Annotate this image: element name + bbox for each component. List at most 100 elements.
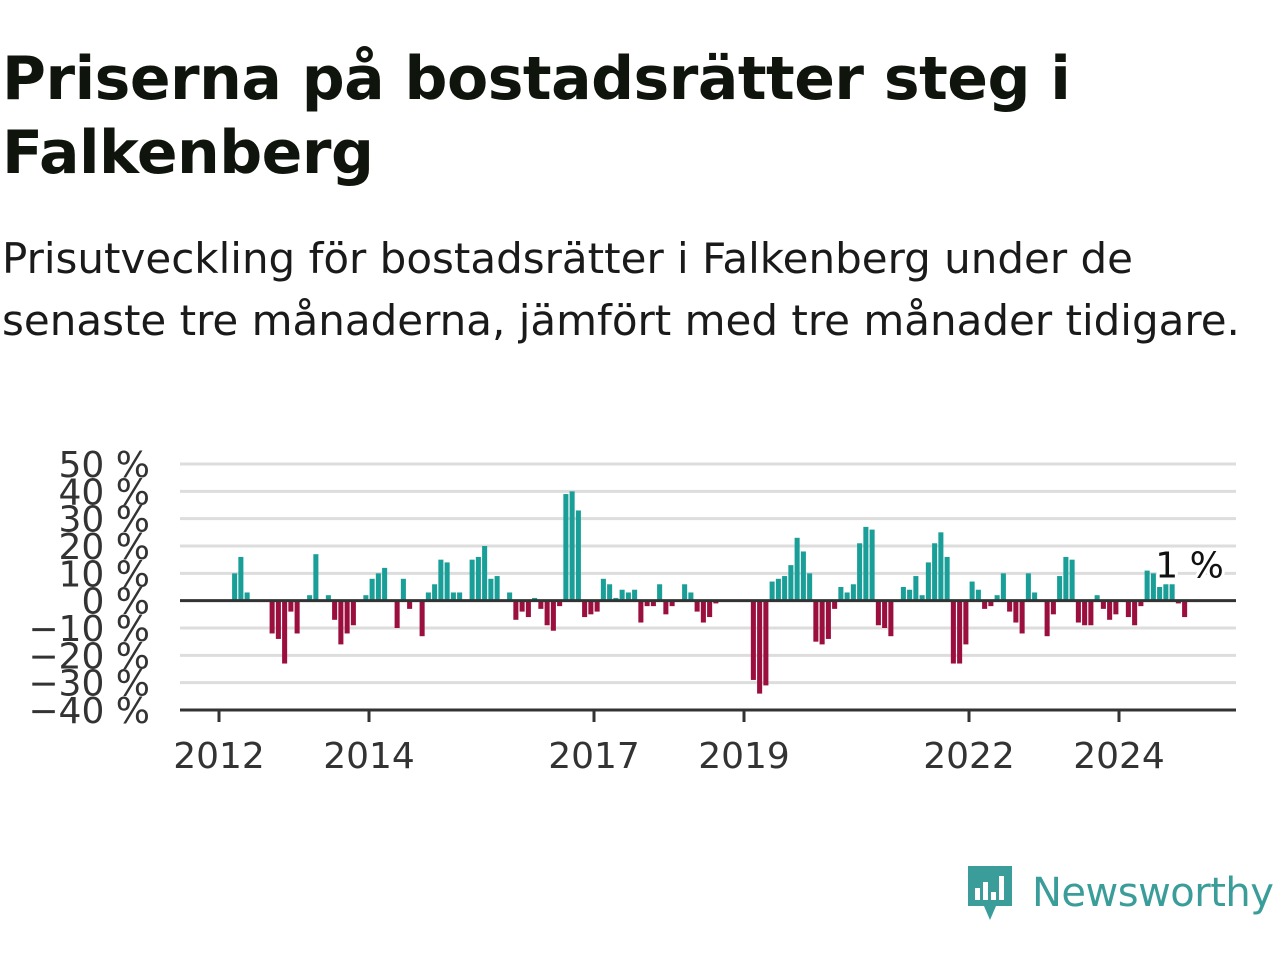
- bar: [594, 600, 600, 612]
- bar: [832, 600, 838, 609]
- bar: [669, 600, 675, 607]
- bar: [1113, 600, 1119, 615]
- bar: [494, 576, 500, 601]
- bar: [438, 559, 444, 601]
- bar: [600, 578, 606, 601]
- bar: [575, 510, 581, 601]
- bar: [538, 600, 544, 609]
- bar: [1094, 595, 1100, 601]
- y-tick-label: −20 %: [28, 636, 150, 677]
- bar: [875, 600, 881, 626]
- bar: [1032, 592, 1038, 601]
- bar: [1132, 600, 1138, 626]
- bar: [838, 587, 844, 601]
- bar: [900, 587, 906, 601]
- bar: [950, 600, 956, 664]
- bar: [763, 600, 769, 686]
- bar: [1138, 600, 1144, 607]
- bar: [657, 584, 663, 601]
- bar: [819, 600, 825, 645]
- bar: [1144, 570, 1150, 601]
- bar: [607, 584, 613, 601]
- newsworthy-logo-icon: [968, 866, 1012, 920]
- bar: [400, 578, 406, 601]
- axes: [180, 599, 1236, 712]
- bar: [1157, 587, 1163, 601]
- bar: [707, 600, 713, 618]
- bar: [1019, 600, 1025, 634]
- bar: [475, 556, 481, 601]
- x-tick-label: 2022: [923, 736, 1015, 777]
- bar: [963, 600, 969, 645]
- bar: [932, 543, 938, 601]
- bar: [1100, 600, 1106, 609]
- y-tick-label: −10 %: [28, 609, 150, 650]
- bar: [407, 600, 413, 609]
- bar: [457, 592, 463, 601]
- bar: [382, 567, 388, 601]
- bar: [688, 592, 694, 601]
- bar: [650, 600, 656, 607]
- bar: [869, 529, 875, 601]
- bar: [919, 595, 925, 601]
- bar: [313, 554, 319, 601]
- grid-lines: [180, 462, 1236, 712]
- page-subtitle: Prisutveckling för bostadsrätter i Falke…: [2, 234, 1240, 345]
- bar: [800, 551, 806, 601]
- bar: [325, 595, 331, 601]
- bar: [807, 573, 813, 601]
- bar: [338, 600, 344, 645]
- x-axis-ticks: 2012 2014 2017 2019 2022 2024: [173, 710, 1165, 777]
- bar: [700, 600, 706, 623]
- bar: [1082, 600, 1088, 626]
- bar: [419, 600, 425, 637]
- bar: [1013, 600, 1019, 623]
- bar: [857, 543, 863, 601]
- bar: [288, 600, 294, 612]
- bar: [444, 562, 450, 601]
- bar: [1182, 600, 1188, 618]
- bar: [307, 595, 313, 601]
- bar: [344, 600, 350, 634]
- x-tick-label: 2012: [173, 736, 265, 777]
- x-tick-label: 2019: [698, 736, 790, 777]
- bar: [525, 600, 531, 618]
- bar: [238, 556, 244, 601]
- bar: [432, 584, 438, 601]
- bar: [619, 589, 625, 601]
- bar: [425, 592, 431, 601]
- bar: [644, 600, 650, 607]
- bar: [969, 581, 975, 601]
- bar: [588, 600, 594, 615]
- bar: [1050, 600, 1056, 615]
- bar: [757, 600, 763, 694]
- y-tick-label: 30 %: [59, 500, 150, 541]
- bar: [994, 595, 1000, 601]
- bar: [569, 491, 575, 601]
- bar: [769, 581, 775, 601]
- x-tick-label: 2014: [323, 736, 415, 777]
- bar: [888, 600, 894, 637]
- bar: [1088, 600, 1094, 626]
- bar: [975, 589, 981, 601]
- x-tick-label: 2017: [548, 736, 640, 777]
- bar: [907, 589, 913, 601]
- bars: [232, 491, 1188, 694]
- bar: [938, 532, 944, 601]
- bar: [794, 537, 800, 601]
- y-tick-label: −40 %: [28, 691, 150, 732]
- bar: [694, 600, 700, 612]
- y-tick-label: 20 %: [59, 527, 150, 568]
- y-tick-label: −30 %: [28, 664, 150, 705]
- brand-name: Newsworthy: [1032, 870, 1274, 916]
- bar: [825, 600, 831, 639]
- bar: [844, 592, 850, 601]
- price-change-bar-chart: −40 %−30 %−20 %−10 %0 %10 %20 %30 %40 %5…: [28, 445, 1236, 777]
- bar: [375, 573, 381, 601]
- bar: [557, 600, 563, 607]
- x-tick-label: 2024: [1073, 736, 1165, 777]
- bar: [1107, 600, 1113, 620]
- newsworthy-logo: Newsworthy: [964, 862, 1274, 924]
- bar: [782, 576, 788, 601]
- bar: [957, 600, 963, 664]
